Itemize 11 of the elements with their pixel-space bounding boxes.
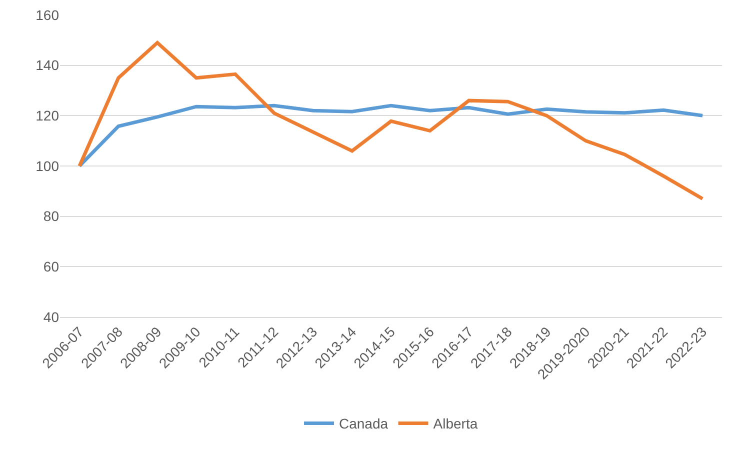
line-series [78,104,704,168]
y-tick-label: 80 [43,208,60,224]
legend-label: Canada [339,416,388,432]
y-tick-label: 60 [43,258,60,275]
legend-label: Alberta [433,416,478,432]
line-series [78,40,704,200]
y-tick-label: 120 [36,108,60,124]
y-tick-label: 160 [36,6,60,23]
y-tick-label: 40 [43,308,60,325]
y-tick-label: 140 [36,57,60,74]
y-tick-label: 100 [36,158,60,174]
